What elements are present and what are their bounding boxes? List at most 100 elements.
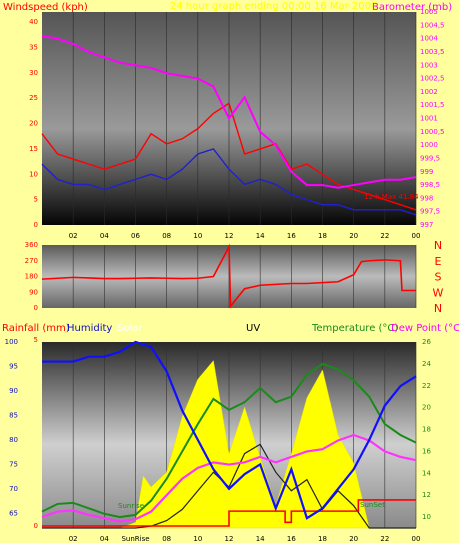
windspeed-tick: 25 [29,94,38,102]
solar-area [42,360,416,529]
barometer-tick: 1003,5 [420,48,445,56]
rainfall-line [42,499,416,527]
rain-tick-labels: 05 [34,336,38,530]
top-time-tick: 02 [69,232,78,240]
top-time-tick: 22 [380,232,389,240]
bottom-time-tick: 12 [225,535,234,543]
top-time-tick: 20 [349,232,358,240]
top-time-tick: 16 [287,232,296,240]
barometer-tick: 1005 [420,8,438,16]
barometer-tick: 1000,5 [420,128,445,136]
max-wind-annotation: 12 h Max 41.84 [364,193,419,201]
barometer-tick: 1004,5 [420,21,445,29]
temperature-tick: 18 [422,426,431,434]
top-time-tick: 04 [100,232,109,240]
top-time-tick: 00 [412,232,421,240]
solar-axis-title: Solar [117,323,143,334]
sunrise-annotation: Sunrise [118,502,144,510]
top-time-tick: 06 [131,232,140,240]
windspeed-tick: 10 [29,170,38,178]
temperature-tick: 26 [422,338,431,346]
temperature-tick: 22 [422,382,431,390]
temperature-line [41,362,417,519]
humidity-tick: 85 [9,411,18,419]
compass-label: S [435,271,442,284]
humidity-line [42,340,417,520]
temperature-tick: 24 [422,360,431,368]
temperature-tick: 14 [422,469,431,477]
bottom-time-tick: 20 [349,535,358,543]
top-series-layer [41,34,417,216]
temperature-tick: 12 [422,491,431,499]
bottom-time-tick: 18 [318,535,327,543]
temperature-tick: 20 [422,404,431,412]
windspeed-tick: 0 [34,221,38,229]
barometer-tick: 1003 [420,61,438,69]
windspeed-tick: 35 [29,44,38,52]
windspeed-tick-labels: 0 5 10 15 20 25 30 35 40 [29,18,38,229]
temperature-tick: 10 [422,513,431,521]
windspeed-tick: 30 [29,69,38,77]
direction-tick: 180 [25,273,38,281]
temperature-tick-labels: 10 12 14 16 18 20 22 24 26 [422,338,431,521]
direction-line [41,243,416,309]
windspeed-tick: 40 [29,18,38,26]
direction-tick-labels: 0 90 180 270 360 [25,241,38,312]
compass-label: E [435,255,442,268]
top-panel: Windspeed (kph) 24 hour graph ending 00:… [3,1,452,240]
windspeed-tick: 5 [34,196,38,204]
top-time-tick: 18 [318,232,327,240]
dewpoint-line [41,433,417,523]
barometer-tick: 997 [420,221,433,229]
barometer-tick: 999 [420,168,433,176]
windspeed-tick: 20 [29,120,38,128]
humidity-tick: 65 [9,509,18,517]
bottom-time-tick: 22 [380,535,389,543]
direction-tick: 360 [25,241,38,249]
direction-tick: 90 [29,288,38,296]
bottom-panel: Rainfall (mm) Humidity Solar UV Temperat… [2,323,459,543]
bottom-time-tick: 14 [256,535,265,543]
humidity-tick: 100 [5,338,18,346]
gust-line [41,148,417,216]
windspeed-line [41,102,417,211]
rain-tick: 5 [34,336,38,344]
dewpoint-axis-title: Dew Point (°C) [391,323,459,334]
bottom-time-tick: 10 [193,535,202,543]
compass-label: N [434,302,442,315]
rain-tick: 0 [34,522,38,530]
temperature-tick: 16 [422,447,431,455]
bottom-time-tick: SunRise [121,535,149,543]
uv-axis-title: UV [246,323,260,334]
humidity-tick: 70 [9,485,18,493]
top-time-tick: 12 [225,232,234,240]
windspeed-axis-title: Windspeed (kph) [3,2,88,13]
direction-series-layer [41,243,416,309]
bottom-time-tick-labels: 02 04 SunRise 08 10 12 14 16 18 20 22 00 [69,535,421,543]
barometer-tick: 1002,5 [420,75,445,83]
barometer-tick: 998,5 [420,181,440,189]
barometer-tick: 999,5 [420,154,440,162]
top-time-tick: 14 [256,232,265,240]
barometer-tick: 1002 [420,88,438,96]
barometer-tick: 1001 [420,115,438,123]
rainfall-axis-title: Rainfall (mm) [2,323,70,334]
bottom-time-tick: 08 [162,535,171,543]
direction-tick: 270 [25,257,38,265]
barometer-tick: 1001,5 [420,101,445,109]
barometer-line [41,34,417,189]
humidity-tick: 90 [9,387,18,395]
barometer-tick: 1000 [420,141,438,149]
sunset-annotation: SunSet [360,501,385,509]
bottom-time-tick: 02 [69,535,78,543]
compass-label: N [434,239,442,252]
chart-title: 24 hour graph ending 00:00 16 Mar 2008 [170,1,377,12]
windspeed-tick: 15 [29,145,38,153]
barometer-tick-labels: 997 997,5 998 998,5 999 999,5 1000 1000,5 1001 10… [420,8,445,229]
humidity-tick: 80 [9,436,18,444]
humidity-axis-title: Humidity [67,323,112,334]
barometer-tick: 998 [420,194,433,202]
